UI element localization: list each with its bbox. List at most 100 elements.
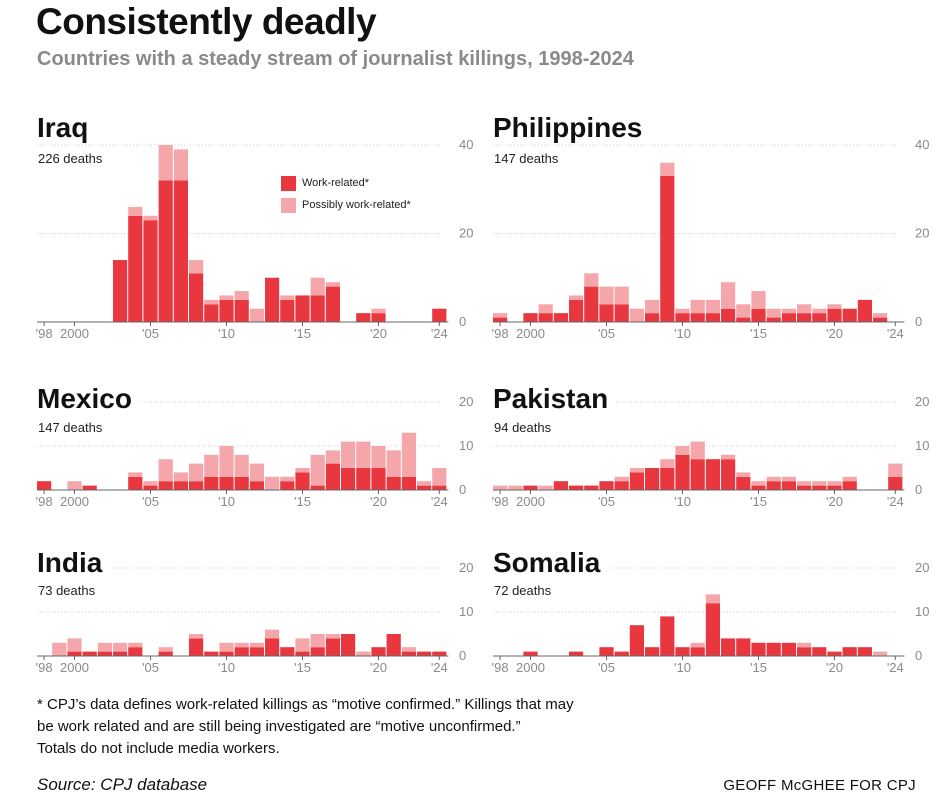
- bar-possibly-work-related: [736, 304, 751, 318]
- bar-possibly-work-related: [189, 463, 204, 482]
- bar-work-related: [401, 651, 416, 656]
- bar-possibly-work-related: [265, 476, 280, 490]
- bar-work-related: [751, 642, 766, 656]
- bar-work-related: [812, 647, 827, 656]
- bar-work-related: [249, 647, 264, 656]
- bar-work-related: [842, 308, 857, 322]
- x-tick-label: '20: [826, 326, 843, 341]
- bar-possibly-work-related: [584, 273, 599, 287]
- bar-work-related: [888, 476, 903, 490]
- panel-mexico: 0 10 20 '98 2000 '05 '10 '15 '20 '24 Mexico 147 d…: [36, 383, 477, 513]
- bar-work-related: [721, 308, 736, 322]
- bar-possibly-work-related: [690, 642, 705, 648]
- x-tick-label: '05: [142, 660, 159, 675]
- bar-possibly-work-related: [705, 299, 720, 314]
- bar-work-related: [766, 642, 781, 656]
- bar-work-related: [371, 313, 386, 322]
- bar-work-related: [219, 476, 234, 490]
- bar-possibly-work-related: [249, 642, 264, 648]
- chart-title: Consistently deadly: [36, 1, 377, 42]
- bar-possibly-work-related: [599, 286, 614, 305]
- bar-possibly-work-related: [265, 629, 280, 639]
- bar-work-related: [341, 634, 356, 656]
- bar-work-related: [660, 616, 675, 656]
- bar-work-related: [325, 463, 340, 490]
- bar-work-related: [857, 299, 872, 322]
- bar-possibly-work-related: [827, 481, 842, 486]
- y-tick-label: 40: [459, 137, 473, 152]
- bar-possibly-work-related: [888, 463, 903, 477]
- bar-work-related: [265, 638, 280, 656]
- bar-work-related: [660, 175, 675, 322]
- x-tick-label: '10: [674, 494, 691, 509]
- bar-possibly-work-related: [386, 450, 401, 477]
- x-tick-label: '98: [36, 494, 53, 509]
- bar-work-related: [158, 481, 173, 490]
- bar-work-related: [553, 313, 568, 322]
- bar-work-related: [128, 476, 143, 490]
- bar-possibly-work-related: [158, 145, 173, 181]
- bar-work-related: [842, 481, 857, 490]
- bar-possibly-work-related: [158, 459, 173, 482]
- y-tick-label: 20: [459, 560, 473, 575]
- bar-work-related: [614, 481, 629, 490]
- bar-possibly-work-related: [219, 642, 234, 652]
- bar-work-related: [781, 642, 796, 656]
- bar-possibly-work-related: [249, 308, 264, 322]
- bar-possibly-work-related: [538, 485, 553, 490]
- bar-possibly-work-related: [356, 651, 371, 656]
- bar-possibly-work-related: [675, 446, 690, 455]
- bar-possibly-work-related: [219, 295, 234, 300]
- x-tick-label: 2000: [516, 494, 545, 509]
- bar-work-related: [219, 299, 234, 322]
- bar-possibly-work-related: [219, 446, 234, 477]
- bar-possibly-work-related: [52, 642, 67, 656]
- bar-work-related: [204, 304, 219, 322]
- bar-possibly-work-related: [143, 481, 158, 486]
- bar-possibly-work-related: [781, 308, 796, 314]
- bar-possibly-work-related: [797, 304, 812, 314]
- bar-work-related: [371, 647, 386, 656]
- bar-work-related: [113, 260, 128, 322]
- x-tick-label: '24: [887, 326, 904, 341]
- bar-possibly-work-related: [432, 468, 447, 486]
- bar-possibly-work-related: [204, 299, 219, 305]
- legend-swatch-work: [281, 175, 296, 191]
- y-tick-label: 20: [915, 394, 929, 409]
- bar-work-related: [675, 647, 690, 656]
- x-tick-label: '05: [142, 326, 159, 341]
- bar-work-related: [614, 304, 629, 322]
- bar-possibly-work-related: [401, 647, 416, 652]
- bar-work-related: [204, 651, 219, 656]
- bar-possibly-work-related: [97, 642, 112, 652]
- bar-work-related: [736, 638, 751, 656]
- legend: Work-related* Possibly work-related*: [281, 175, 411, 219]
- bar-possibly-work-related: [234, 642, 249, 648]
- bar-possibly-work-related: [766, 476, 781, 482]
- x-tick-label: '10: [218, 326, 235, 341]
- bar-work-related: [280, 299, 295, 322]
- bar-work-related: [173, 481, 188, 490]
- bar-possibly-work-related: [614, 476, 629, 482]
- bar-work-related: [173, 180, 188, 322]
- panel-pakistan: 0 10 20 '98 2000 '05 '10 '15 '20 '24 Pakistan 94 …: [492, 383, 933, 513]
- bar-work-related: [219, 651, 234, 656]
- legend-label-work: Work-related*: [302, 177, 370, 189]
- legend-label-possible: Possibly work-related*: [302, 199, 411, 211]
- bar-possibly-work-related: [143, 215, 158, 221]
- bar-work-related: [660, 468, 675, 490]
- bar-work-related: [523, 651, 538, 656]
- bar-work-related: [325, 638, 340, 656]
- x-tick-label: '15: [294, 494, 311, 509]
- bar-possibly-work-related: [113, 642, 128, 652]
- bar-work-related: [584, 286, 599, 322]
- bar-possibly-work-related: [280, 295, 295, 300]
- somalia-chart: 0 10 20 '98 2000 '05 '10 '15 '20 '24: [492, 560, 930, 675]
- mexico-chart: 0 10 20 '98 2000 '05 '10 '15 '20 '24: [36, 394, 474, 509]
- bar-possibly-work-related: [751, 291, 766, 309]
- bar-work-related: [842, 647, 857, 656]
- bar-possibly-work-related: [173, 472, 188, 482]
- x-tick-label: '20: [370, 494, 387, 509]
- country-name: Pakistan: [493, 383, 617, 415]
- x-tick-label: '24: [431, 326, 448, 341]
